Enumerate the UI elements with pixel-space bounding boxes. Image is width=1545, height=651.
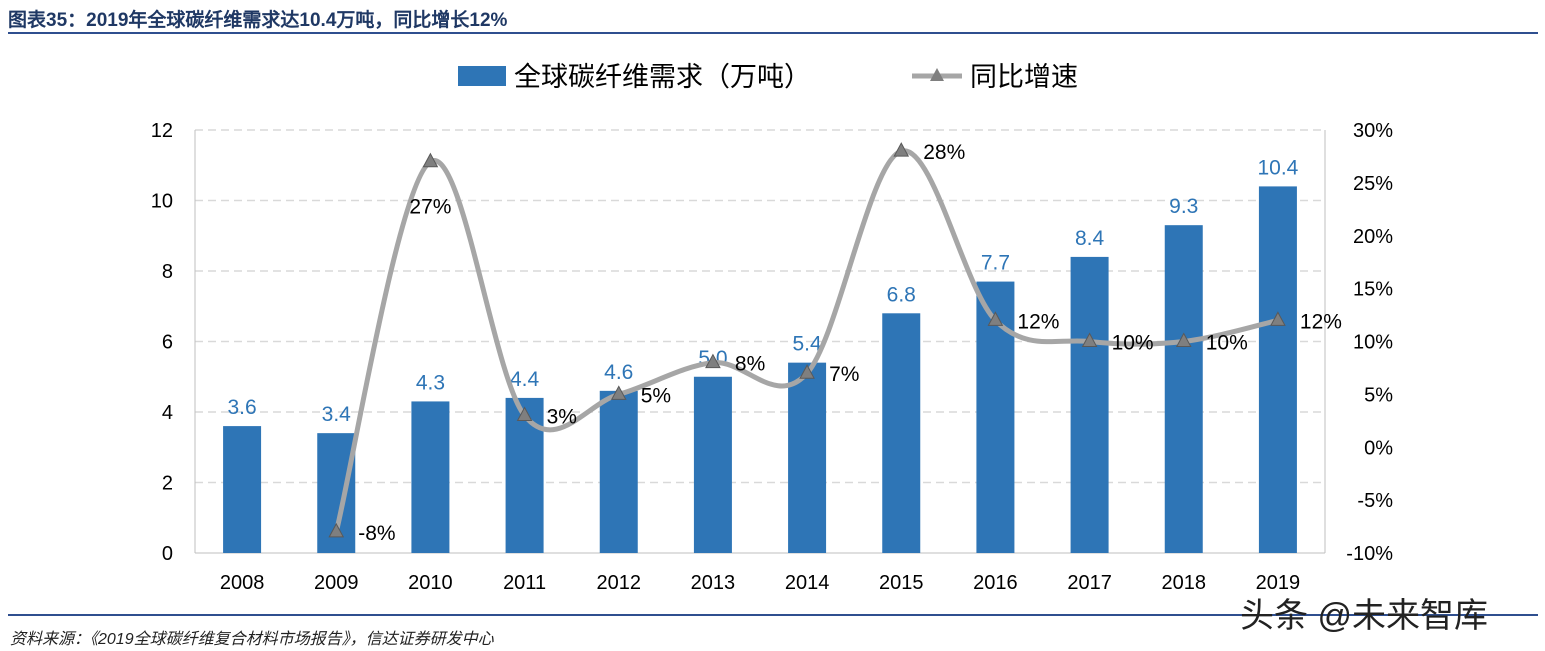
growth-marker [799,364,815,379]
growth-marker [1175,332,1192,347]
left-tick-label: 6 [162,332,173,354]
growth-data-label: 8% [735,353,765,376]
growth-marker [328,522,345,538]
bar-data-label: 6.8 [887,283,916,306]
x-tick-label: 2016 [973,572,1018,594]
growth-marker [610,385,627,400]
growth-data-label: 7% [829,363,859,386]
right-tick-label: 15% [1353,279,1393,301]
growth-data-label: 10% [1206,332,1248,355]
x-tick-label: 2013 [691,572,736,594]
legend-bar-label: 全球碳纤维需求（万吨） [514,62,811,92]
x-tick-label: 2010 [408,572,453,594]
bar-data-label: 4.4 [510,368,540,391]
bar [411,401,450,553]
bar-data-label: 4.6 [604,361,633,384]
right-tick-label: -5% [1357,490,1393,512]
bar-data-label: 7.7 [981,252,1010,275]
bar [223,426,262,553]
growth-data-label: 12% [1300,310,1342,333]
growth-data-label: 12% [1017,310,1059,333]
growth-marker [422,152,439,168]
left-tick-label: 10 [151,191,173,213]
right-tick-label: 20% [1353,226,1393,248]
bar [788,362,827,553]
bar [1164,225,1203,554]
growth-marker [1270,311,1286,326]
x-tick-label: 2012 [597,572,642,594]
left-tick-label: 12 [151,120,173,142]
growth-data-label: 10% [1112,332,1154,355]
legend-marker-icon [930,68,944,81]
growth-data-label: -8% [358,522,395,545]
bar-data-label: 10.4 [1257,156,1298,179]
right-tick-label: 0% [1364,437,1393,459]
bar [505,397,544,553]
bar-data-label: 3.4 [322,403,352,426]
chart-title: 图表35：2019年全球碳纤维需求达10.4万吨，同比增长12% [8,10,508,31]
growth-line [333,148,1279,533]
bar-data-label: 3.6 [227,396,256,419]
bar-data-label: 9.3 [1169,195,1198,218]
bar [1258,186,1297,553]
left-tick-label: 4 [162,402,173,424]
right-tick-label: 30% [1353,120,1393,142]
bar [693,376,732,553]
x-tick-label: 2011 [503,572,546,594]
x-tick-label: 2009 [314,572,359,594]
bar [599,390,638,553]
bar [882,313,921,553]
x-tick-label: 2015 [879,572,924,594]
right-tick-label: 25% [1353,173,1393,195]
right-tick-label: 5% [1364,384,1393,406]
growth-marker [987,311,1004,326]
growth-marker [1081,332,1098,347]
growth-marker [705,353,721,369]
bar [1070,256,1109,553]
growth-data-label: 27% [409,196,451,219]
x-tick-label: 2019 [1256,572,1301,594]
growth-data-label: 5% [641,384,671,407]
source-note: 资料来源：《2019全球碳纤维复合材料市场报告》，信达证券研发中心 [10,631,494,648]
bar [976,281,1015,553]
left-tick-label: 8 [162,261,173,283]
growth-marker [516,406,533,422]
bar-data-label: 5.4 [792,333,822,356]
legend-bar-swatch [458,66,506,86]
title-divider [8,32,1538,34]
x-tick-label: 2014 [785,572,830,594]
growth-data-label: 3% [547,406,577,429]
left-tick-label: 2 [162,473,173,495]
left-tick-label: 0 [162,543,173,565]
growth-data-label: 28% [923,141,965,164]
legend-line-label: 同比增速 [970,62,1078,92]
x-tick-label: 2017 [1067,572,1112,594]
right-tick-label: 10% [1353,332,1393,354]
right-tick-label: -10% [1346,543,1393,565]
bar-data-label: 4.3 [416,371,445,394]
footer-divider [8,614,1538,616]
bar-data-label: 8.4 [1075,227,1105,250]
x-tick-label: 2018 [1162,572,1207,594]
x-tick-label: 2008 [220,572,265,594]
growth-marker [893,142,910,157]
watermark: 头条 @未来智库 [1240,597,1488,635]
